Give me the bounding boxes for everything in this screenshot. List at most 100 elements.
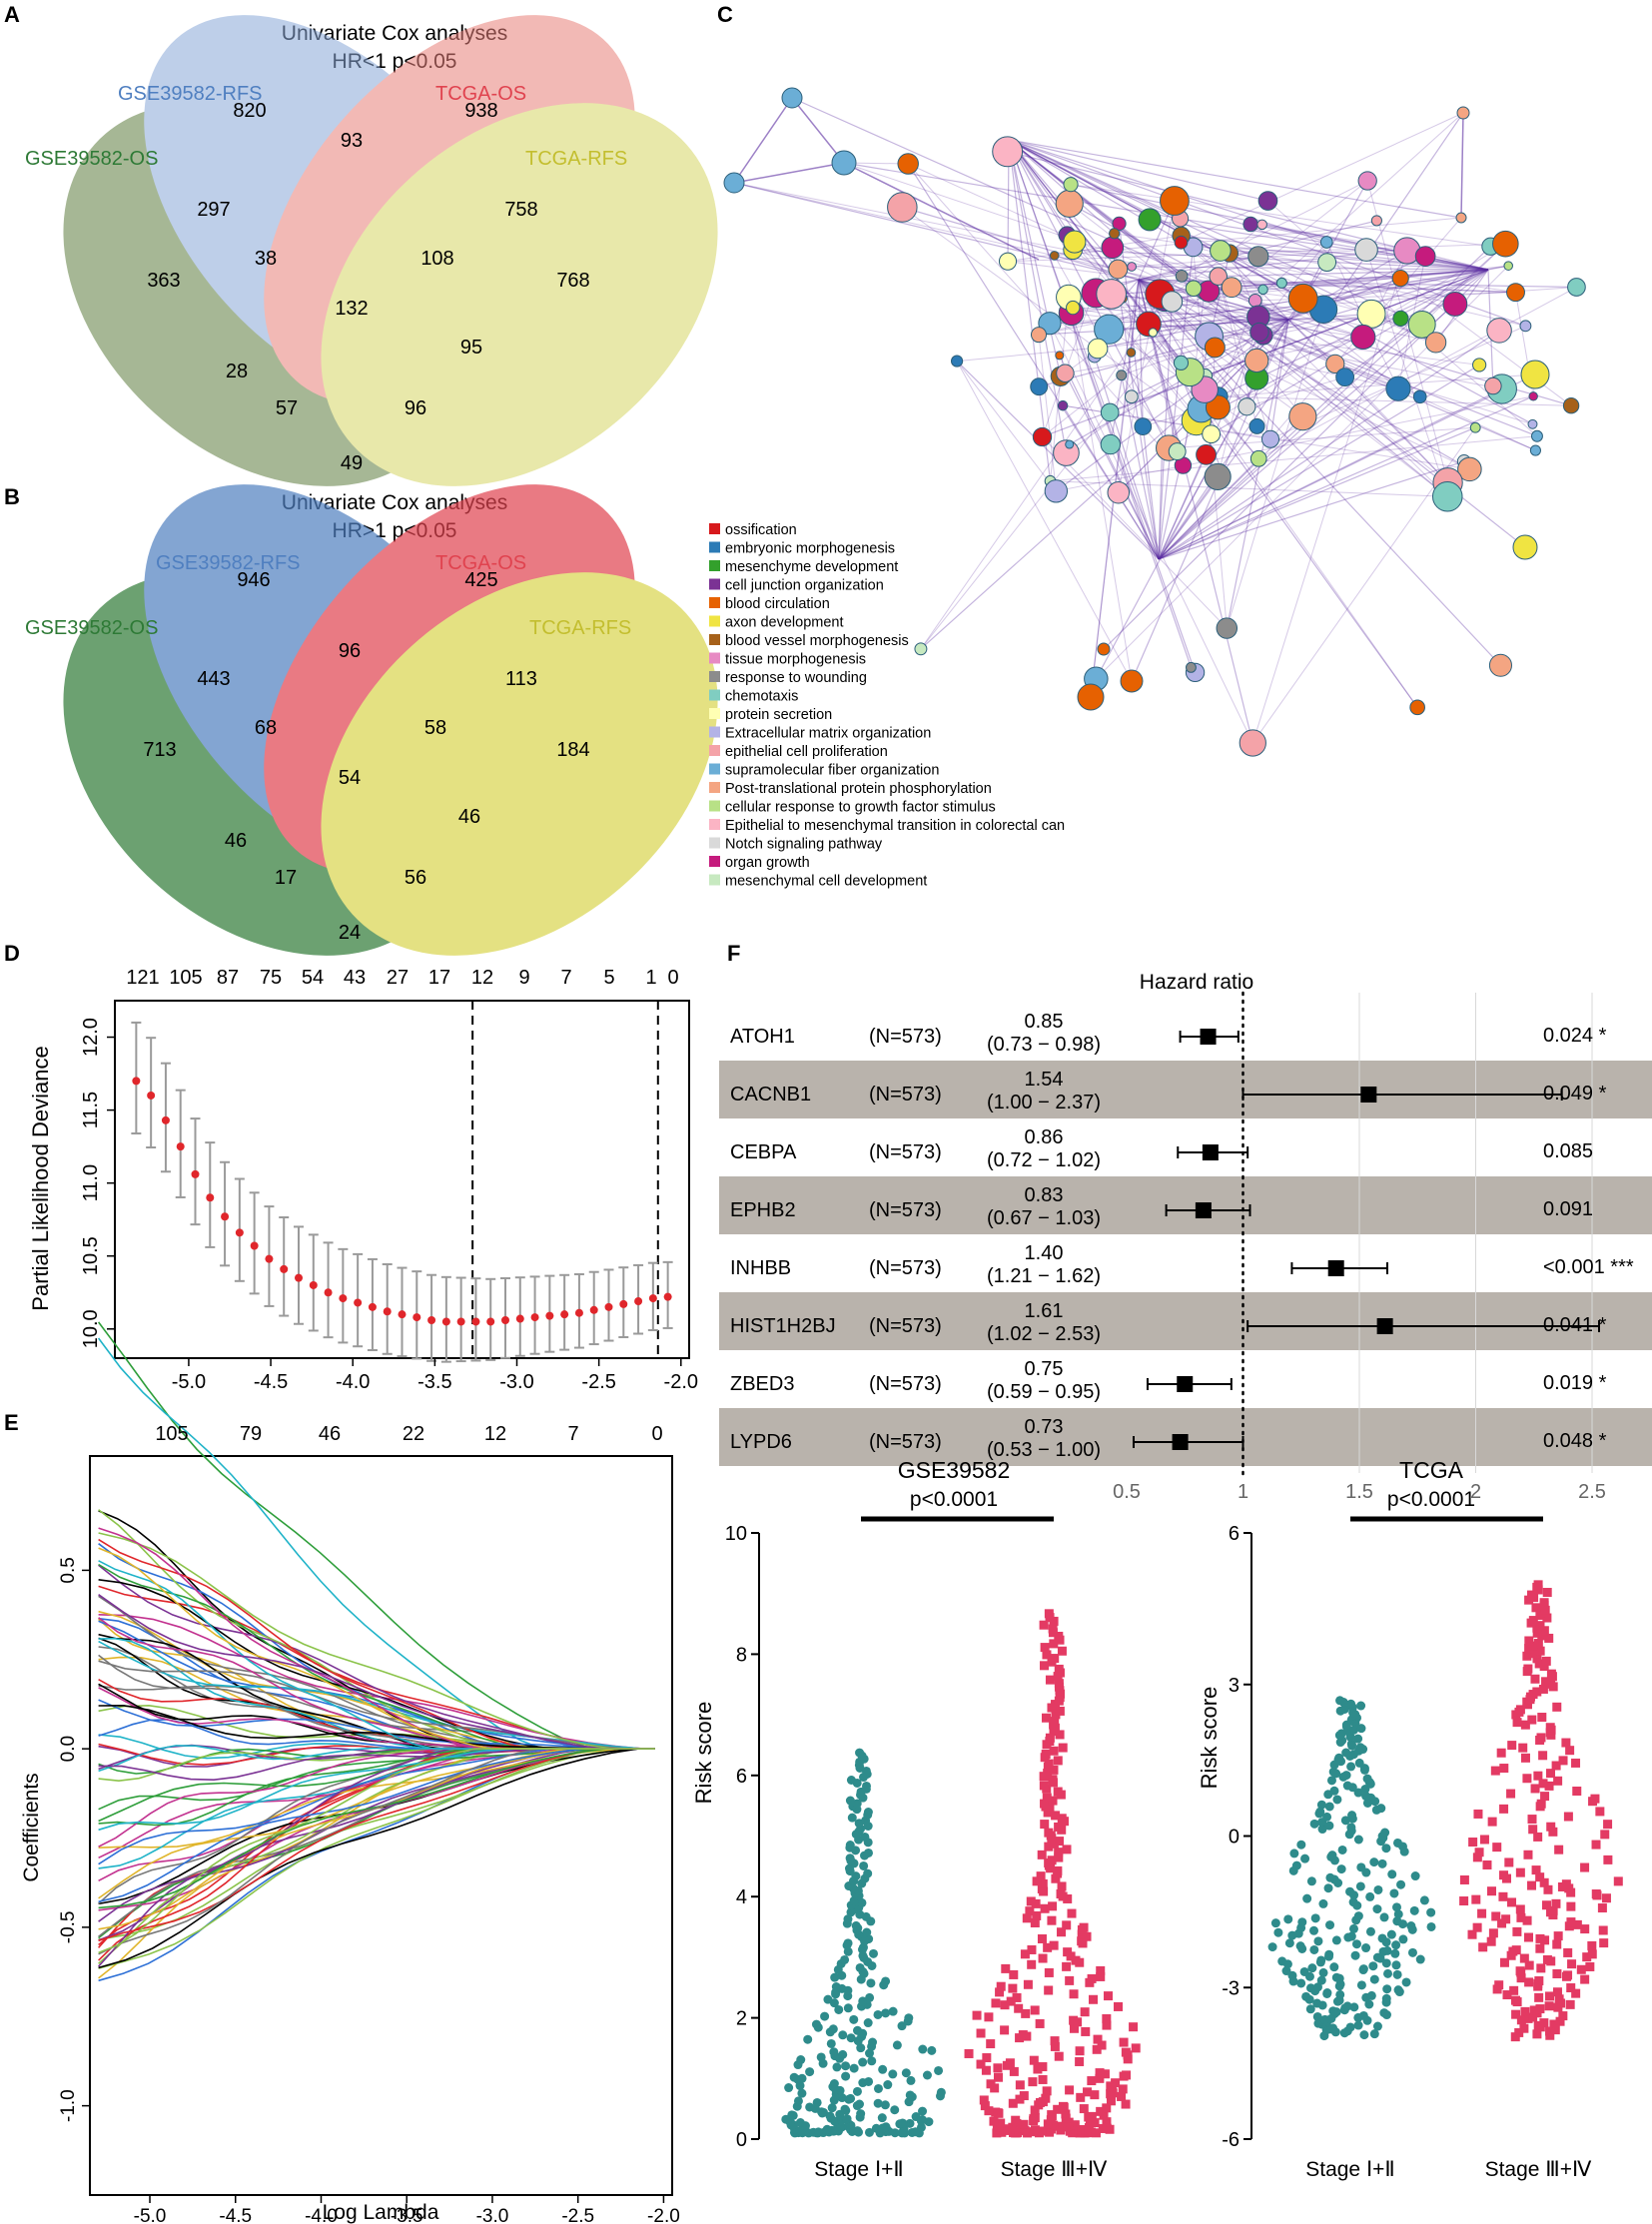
stage-i-ii-dot: [813, 2127, 823, 2137]
network-node: [1138, 208, 1162, 232]
stage-iii-iv-dot: [1096, 2106, 1106, 2116]
stage-i-ii-dot: [1372, 1952, 1382, 1962]
venn-b-count: 68: [255, 717, 277, 739]
stage-iii-iv-dot: [1533, 1771, 1543, 1781]
network-edge: [1158, 454, 1208, 560]
coefficient-path: [98, 1719, 655, 1750]
stage-i-ii-dot: [1409, 1905, 1419, 1915]
network-node: [1063, 230, 1087, 254]
x-tick-label: -3.0: [499, 1371, 533, 1393]
stage-i-ii-dot: [1312, 1982, 1322, 1992]
stage-i-ii-dot: [1426, 1907, 1436, 1917]
stage-i-ii-dot: [1353, 1788, 1363, 1798]
network-node: [1055, 189, 1084, 218]
stage-iii-iv-dot: [1054, 1822, 1064, 1832]
stage-iii-iv-dot: [1554, 1845, 1564, 1854]
stage-iii-iv-dot: [1515, 1904, 1525, 1914]
network-edge: [907, 163, 1163, 449]
stage-iii-iv-dot: [1532, 1628, 1542, 1638]
stage-iii-iv-dot: [1540, 1935, 1550, 1945]
stage-i-ii-dot: [831, 1982, 841, 1992]
network-edge: [843, 162, 1040, 261]
stage-i-ii-dot: [787, 2110, 797, 2120]
stage-i-ii-dot: [845, 1853, 855, 1863]
stage-iii-iv-dot: [1055, 1706, 1065, 1716]
network-node: [1112, 216, 1127, 232]
category-label: Stage Ⅲ+Ⅳ: [1485, 2158, 1592, 2181]
network-node: [1512, 534, 1538, 560]
stage-i-ii-dot: [860, 1832, 870, 1842]
stage-i-ii-dot: [1353, 1734, 1363, 1744]
stage-iii-iv-dot: [1539, 2018, 1549, 2028]
stage-i-ii-dot: [1365, 1891, 1375, 1901]
stage-i-ii-dot: [1355, 1881, 1365, 1891]
stage-i-ii-dot: [861, 1781, 871, 1791]
stage-iii-iv-dot: [1063, 1947, 1073, 1957]
stage-iii-iv-dot: [1549, 2019, 1559, 2029]
stage-i-ii-dot: [1336, 1729, 1346, 1739]
stage-iii-iv-dot: [1063, 1893, 1073, 1903]
enrichment-network: [723, 87, 1586, 757]
network-node: [1317, 253, 1337, 272]
network-node: [1455, 212, 1467, 224]
network-edge: [1055, 319, 1289, 492]
stage-iii-iv-dot: [1535, 1608, 1545, 1618]
coefficient-path: [98, 1532, 655, 1750]
stage-i-ii-dot: [918, 2044, 928, 2054]
stage-i-ii-dot: [873, 2083, 883, 2093]
legend-swatch: [709, 782, 720, 793]
stage-iii-iv-dot: [1053, 1756, 1063, 1766]
stage-iii-iv-dot: [1054, 1848, 1064, 1857]
stage-iii-iv-dot: [1042, 1793, 1052, 1803]
stage-iii-iv-dot: [1030, 2105, 1040, 2115]
stage-i-ii-dot: [1337, 1845, 1347, 1854]
network-edge: [1190, 336, 1363, 373]
stage-iii-iv-dot: [1546, 1769, 1556, 1779]
stage-i-ii-dot: [1377, 1858, 1387, 1868]
stage-i-ii-dot: [863, 1868, 873, 1878]
stage-iii-iv-dot: [1523, 1932, 1533, 1942]
stage-i-ii-dot: [846, 2093, 856, 2103]
stage-iii-iv-dot: [1079, 2104, 1089, 2114]
network-node: [1116, 370, 1128, 381]
stage-i-ii-dot: [892, 2040, 902, 2050]
panel-g-risk-score-gse39582: GSE39582 p<0.0001 0 2 4 6 8 10 Stage Ⅰ+Ⅱ Stage…: [691, 1457, 1141, 2181]
network-node: [1519, 320, 1532, 333]
stage-iii-iv-dot: [1545, 1723, 1555, 1733]
stage-i-ii-dot: [1358, 1964, 1368, 1974]
stage-i-ii-dot: [1353, 2020, 1363, 2030]
stage-i-ii-dot: [795, 2118, 805, 2128]
stage-i-ii-dot: [1350, 1950, 1360, 1960]
stage-iii-iv-dot: [1100, 2069, 1110, 2079]
stage-iii-iv-dot: [1040, 1903, 1050, 1913]
venn-a-count: 363: [147, 270, 180, 292]
legend-swatch: [709, 800, 720, 812]
stage-iii-iv-dot: [1541, 1677, 1551, 1687]
stage-iii-iv-dot: [1027, 1944, 1037, 1954]
network-node: [1431, 480, 1463, 512]
network-node: [1204, 462, 1232, 490]
y-tick-label: 0.5: [58, 1557, 79, 1583]
panel-f-forest-plot: Hazard ratio ATOH1 (N=573) 0.85(0.73 − 0.9…: [719, 971, 1652, 1503]
venn-a-count: 95: [460, 337, 482, 359]
stage-iii-iv-dot: [991, 1998, 1001, 2008]
stage-iii-iv-dot: [1601, 1893, 1611, 1903]
stage-i-ii-dot: [1328, 1767, 1338, 1777]
stage-i-ii-dot: [1302, 1893, 1312, 1903]
stage-iii-iv-dot: [1096, 1971, 1106, 1981]
stage-iii-iv-dot: [1053, 2104, 1063, 2114]
y-tick-label: 11.0: [80, 1164, 102, 1201]
coefficient-path: [98, 1704, 655, 1750]
stage-iii-iv-dot: [1512, 1718, 1522, 1728]
network-node: [1472, 358, 1487, 372]
network-node: [914, 642, 928, 656]
stage-i-ii-dot: [1346, 1699, 1356, 1709]
network-node: [1160, 186, 1190, 216]
network-node: [1248, 417, 1265, 434]
venn-a-set-tcga-os: TCGA-OS: [435, 83, 526, 105]
stage-iii-iv-dot: [1542, 1954, 1552, 1964]
panel-d-ylabel: Partial Likelihood Deviance: [28, 1046, 53, 1310]
top-count-label: 22: [403, 1423, 424, 1445]
stage-i-ii-dot: [851, 1920, 861, 1930]
stage-i-ii-dot: [1364, 1999, 1374, 2009]
